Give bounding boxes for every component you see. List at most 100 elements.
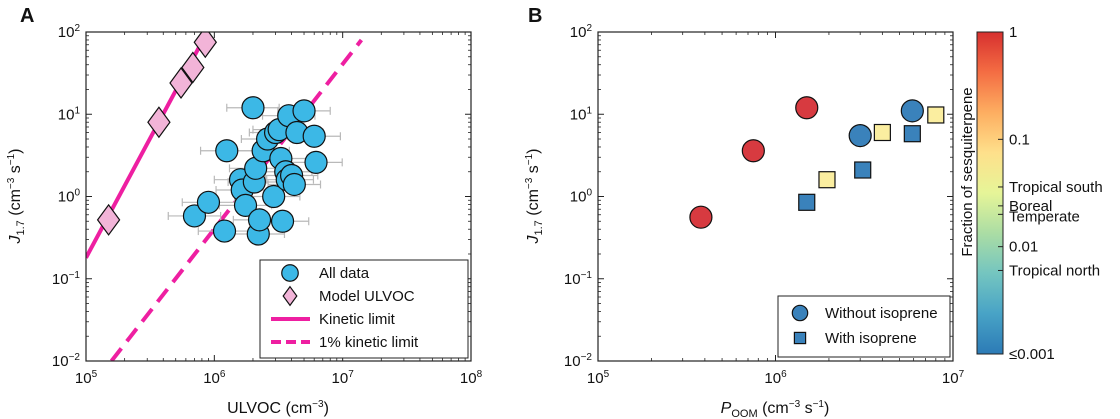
panel-b-ytick-label-part: 1 [586, 105, 592, 116]
panel-a-label: A [20, 5, 34, 27]
with-isoprene-point [854, 161, 872, 179]
panel-a-xtick-label-part: 8 [477, 369, 483, 380]
panel-b-ytick-label: 10−1 [564, 270, 593, 288]
all-data-point [182, 204, 207, 228]
panel-b-ytick-label-part: 10 [570, 106, 587, 123]
panel-a-ytick-label-part: 10 [52, 353, 69, 370]
panel-a-ytick-label-part: −2 [69, 352, 81, 363]
colorbar-annotation-label: Temperate [1009, 208, 1080, 225]
panel-b-y-axis-label-part: −1 [524, 153, 535, 165]
colorbar-label: Fraction of sesquiterpene [959, 87, 976, 256]
panel-b-x-axis-label: POOM (cm−3 s−1) [721, 399, 830, 419]
panel-b-y-axis-label-part: J [525, 235, 542, 245]
all-data-point [304, 150, 328, 174]
without-isoprene-point [741, 139, 765, 163]
panel-b-ytick-label: 100 [570, 188, 593, 206]
panel-b-x-axis-label-part: OOM [731, 408, 757, 419]
all-data-point [196, 190, 221, 214]
legend-label: Kinetic limit [319, 311, 396, 328]
model-ulvoc-point [96, 203, 121, 236]
panel-a-ytick-label-part: 10 [58, 106, 75, 123]
panel-b-label: B [528, 5, 542, 27]
panel-b-xtick-label: 107 [942, 369, 965, 387]
with-isoprene-point [903, 125, 921, 143]
panel-a-ytick-label-part: 10 [52, 271, 69, 288]
panel-a-x-axis-label-part: ) [324, 400, 329, 417]
panel-a-x-axis-label: ULVOC (cm−3) [227, 399, 329, 417]
without-isoprene-point [795, 96, 819, 120]
panel-a-ytick-label-part: 1 [74, 105, 80, 116]
all-data-point [282, 172, 306, 197]
panel-b-xtick-label-part: 5 [604, 369, 610, 380]
panel-b-x-axis-label-part: −1 [813, 399, 825, 410]
all-data-point [292, 99, 316, 123]
panel-b-ytick-label-part: 0 [586, 188, 592, 199]
panel-a-y-axis-label: J1.7 (cm−3 s−1) [6, 149, 27, 245]
panel-b-ytick-label-part: −2 [581, 352, 593, 363]
all-data-point [302, 124, 326, 148]
panel-b-ytick-label-part: 10 [570, 24, 587, 41]
panel-a-y-axis-label-part: −3 [6, 177, 17, 189]
panel-a-ytick-label-part: −1 [69, 270, 81, 281]
panel-b-ytick-label-part: 10 [564, 353, 581, 370]
with-isoprene-point [927, 106, 945, 124]
panel-b-x-axis-label-part: P [721, 400, 732, 417]
panel-b-y-axis-label-part: −3 [524, 177, 535, 189]
panel-a-y-axis-label-part: J [7, 235, 24, 245]
panel-a-legend: All data Model ULVOC Kinetic limit 1% kinet… [259, 259, 469, 359]
legend-marker [282, 285, 298, 307]
legend-label: Without isoprene [825, 305, 938, 322]
without-isoprene-point [900, 99, 924, 123]
colorbar: 1 0.1 0.01 ≤0.001 Tropical south BorealTemper… [959, 24, 1103, 363]
panel-b-xtick-label-part: 10 [942, 370, 959, 387]
all-data-point [247, 208, 272, 232]
colorbar-annotation-label: Tropical north [1009, 262, 1100, 279]
panel-a-ytick-label-part: 10 [58, 24, 75, 41]
model-ulvoc-point [147, 106, 171, 139]
panel-b-xtick-label: 105 [587, 369, 610, 387]
panel-a-ytick-label-part: 10 [58, 189, 75, 206]
panel-a-y-axis-label-part: s [7, 165, 24, 177]
with-isoprene-point [798, 193, 816, 211]
legend-marker [281, 264, 299, 282]
colorbar-tick-label: ≤0.001 [1009, 346, 1055, 363]
legend-label: With isoprene [825, 330, 917, 347]
panel-b-y-axis-label-part: s [525, 165, 542, 177]
panel-a-ytick-label-part: 2 [74, 23, 80, 34]
panel-a-xtick-label: 108 [460, 369, 483, 387]
panel-b-y-axis-label-part: 1.7 [533, 220, 545, 235]
legend-label: Model ULVOC [319, 288, 415, 305]
panel-a-frame [85, 31, 472, 362]
legend-label: 1% kinetic limit [319, 334, 419, 351]
model-ulvoc-point [193, 32, 218, 59]
panel-a-xtick-label-part: 10 [332, 370, 349, 387]
all-data-point [270, 209, 295, 233]
all-data-point [212, 219, 237, 243]
panel-b-y-axis-label: J1.7 (cm−3 s−1) [524, 149, 545, 245]
panel-b-x-axis-label-part: ) [824, 400, 829, 417]
panel-a-y-axis-label-part: ) [7, 149, 24, 154]
panel-b-ytick-label: 102 [570, 23, 593, 41]
panel-a-y-axis-label-part: 1.7 [15, 220, 27, 235]
panel-a-y-axis-label-part: −1 [6, 153, 17, 165]
panel-a-xtick-label-part: 10 [203, 370, 220, 387]
panel-b-xtick-label: 106 [764, 369, 787, 387]
with-isoprene-point [873, 123, 891, 142]
all-data-point [233, 193, 258, 217]
panel-a-xtick-label: 106 [203, 369, 226, 387]
panel-a-ytick-label: 10−1 [52, 270, 81, 288]
panel-a-ytick-label: 10−2 [52, 352, 81, 370]
colorbar-tick-label: 1 [1009, 24, 1017, 41]
model-ulvoc-point [169, 66, 193, 99]
legend-marker [791, 304, 809, 322]
panel-b-y-axis-label-part: ) [525, 149, 542, 154]
panel-b-x-axis-label-part: (cm [758, 400, 789, 417]
legend-marker [793, 331, 807, 345]
panel-b-legend: Without isoprene With isoprene [777, 295, 951, 358]
panel-a-xtick-label-part: 5 [92, 369, 98, 380]
panel-b-xtick-label-part: 10 [764, 370, 781, 387]
legend-label: All data [319, 265, 370, 282]
